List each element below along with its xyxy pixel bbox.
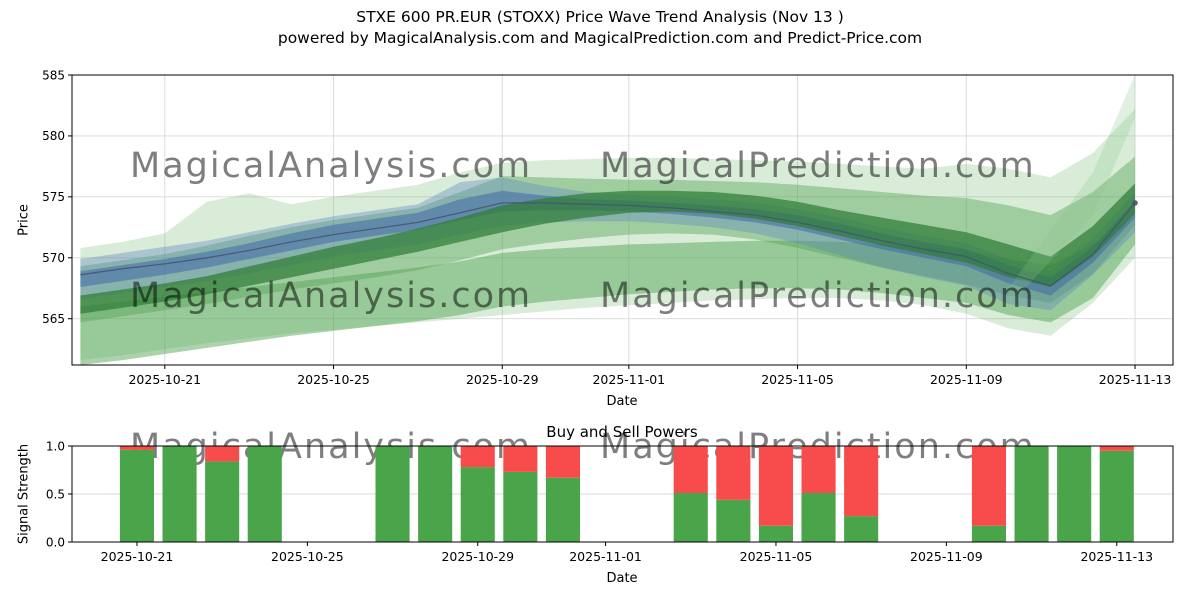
price-trend-line (80, 202, 1136, 287)
sell-bar-2025-11-06 (801, 446, 836, 493)
signal-yaxis-label: Signal Strength (16, 443, 32, 545)
buy-bar-2025-10-31 (545, 477, 580, 542)
price-xaxis-label: Date (606, 394, 638, 409)
buy-bar-2025-10-22 (162, 446, 197, 542)
watermark-row2-left: MagicalAnalysis.com (130, 276, 532, 316)
buy-bar-2025-11-05 (758, 525, 793, 542)
sell-bar-2025-10-29 (460, 446, 495, 468)
buy-bar-2025-11-06 (801, 493, 836, 542)
sell-bar-2025-10-31 (545, 446, 580, 478)
x-tick-label: 2025-10-29 (466, 372, 539, 387)
watermark-row2-right: MagicalPrediction.com (600, 276, 1036, 316)
x-tick-label: 2025-10-29 (441, 549, 514, 564)
buy-bar-2025-10-30 (503, 471, 538, 542)
buy-bar-2025-11-12 (1057, 446, 1092, 542)
buy-bar-2025-10-23 (205, 461, 240, 542)
price-yaxis-label: Price (16, 204, 32, 236)
y-tick-label: 570 (42, 251, 65, 265)
sell-bar-2025-10-30 (503, 446, 538, 472)
x-tick-label: 2025-11-13 (1080, 549, 1153, 564)
breakout-spike-band (1008, 75, 1135, 307)
price-line-marker (1132, 200, 1138, 206)
sell-bar-2025-11-05 (758, 446, 793, 526)
sell-bar-2025-11-04 (716, 446, 751, 500)
x-tick-label: 2025-10-21 (128, 372, 201, 387)
dark-green-core-band (80, 183, 1135, 314)
buy-bar-2025-10-21 (119, 449, 154, 542)
sell-bar-2025-11-10 (971, 446, 1006, 526)
price-wave-chart: MagicalAnalysis.com MagicalPrediction.com… (42, 68, 1174, 387)
lower-support-band (80, 216, 1135, 365)
figure-title: STXE 600 PR.EUR (STOXX) Price Wave Trend… (356, 8, 844, 26)
buy-bar-2025-11-10 (971, 525, 1006, 542)
y-tick-label: 0.5 (46, 487, 65, 501)
signal-chart-title: Buy and Sell Powers (546, 423, 698, 441)
sell-bar-2025-11-13 (1099, 446, 1134, 451)
buy-bar-2025-10-27 (375, 446, 410, 542)
price-chart-spines (71, 74, 1174, 366)
x-tick-label: 2025-11-01 (592, 372, 665, 387)
buy-bar-2025-11-07 (844, 516, 879, 542)
x-tick-label: 2025-11-05 (740, 549, 813, 564)
x-tick-label: 2025-11-09 (910, 549, 983, 564)
watermark-row1-left: MagicalAnalysis.com (130, 146, 532, 186)
y-tick-label: 565 (42, 312, 65, 326)
buy-bar-2025-10-29 (460, 467, 495, 542)
y-tick-label: 580 (42, 129, 65, 143)
figure-subtitle: powered by MagicalAnalysis.com and Magic… (277, 29, 923, 47)
mid-green-band (80, 156, 1135, 323)
x-tick-label: 2025-11-09 (930, 372, 1003, 387)
y-tick-label: 0.0 (46, 535, 65, 549)
sell-bar-2025-10-21 (119, 446, 154, 450)
x-tick-label: 2025-11-01 (569, 549, 642, 564)
sell-bar-2025-11-07 (844, 446, 879, 517)
watermark-row1-right: MagicalPrediction.com (600, 146, 1036, 186)
x-tick-label: 2025-10-21 (101, 549, 174, 564)
buy-bar-2025-10-24 (247, 446, 282, 542)
buy-bar-2025-11-11 (1014, 446, 1049, 542)
sell-bar-2025-11-03 (673, 446, 708, 493)
y-tick-label: 585 (42, 68, 65, 82)
buy-bar-2025-11-04 (716, 499, 751, 542)
buy-bar-2025-10-28 (418, 446, 453, 542)
buy-bar-2025-11-03 (673, 493, 708, 542)
y-tick-label: 575 (42, 190, 65, 204)
x-tick-label: 2025-10-25 (271, 549, 344, 564)
buy-bar-2025-11-13 (1099, 450, 1134, 542)
sell-bar-2025-10-23 (205, 446, 240, 462)
signal-xaxis-label: Date (606, 571, 638, 586)
buy-sell-power-chart: MagicalAnalysis.comMagicalPrediction.com… (46, 427, 1174, 564)
y-tick-label: 1.0 (46, 439, 65, 453)
x-tick-label: 2025-11-13 (1099, 372, 1172, 387)
x-tick-label: 2025-10-25 (297, 372, 370, 387)
x-tick-label: 2025-11-05 (761, 372, 834, 387)
